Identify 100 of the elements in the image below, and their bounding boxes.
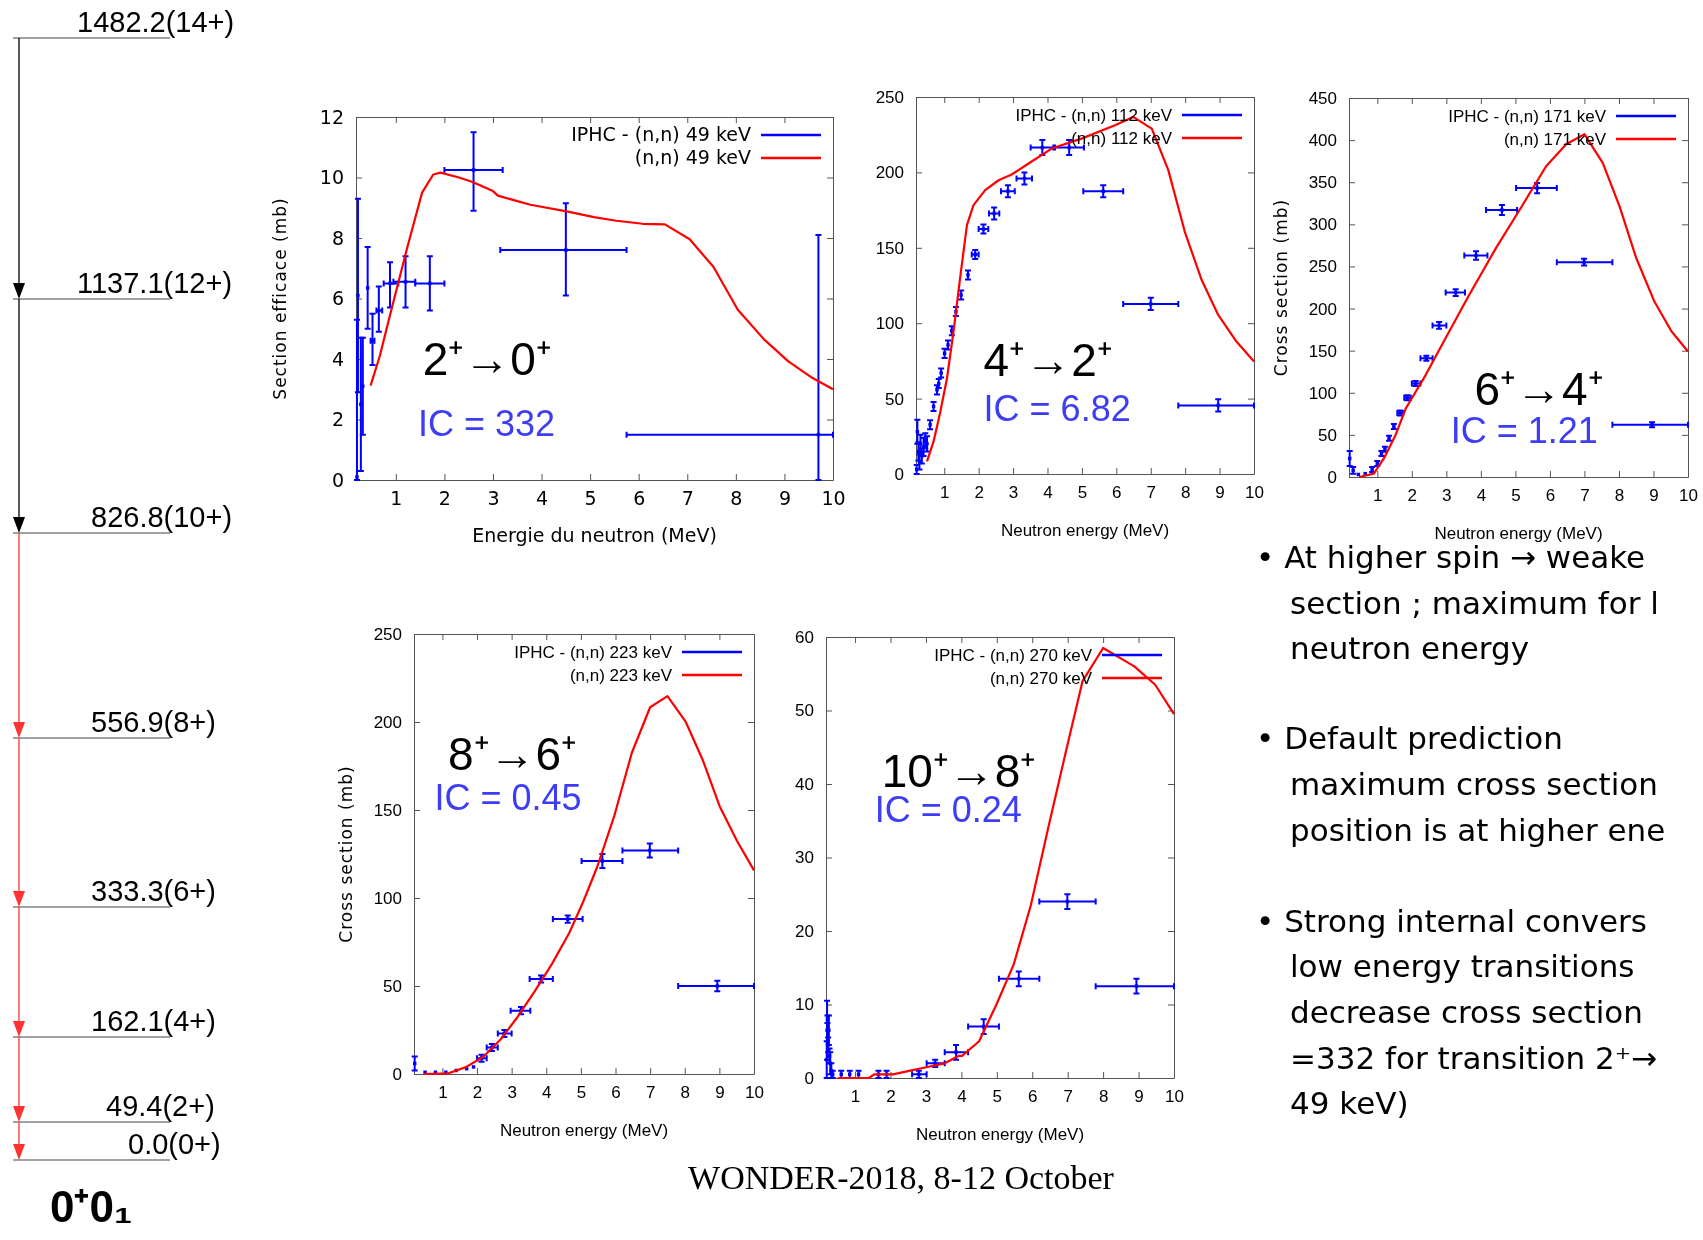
x-tick-label: 6 [1028, 1087, 1038, 1107]
x-tick-label: 2 [438, 487, 451, 510]
x-tick-label: 1 [438, 1083, 448, 1103]
x-tick-label: 5 [1077, 483, 1088, 503]
x-tick-label: 4 [1476, 486, 1487, 506]
y-axis-title: Cross section (mb) [1271, 198, 1291, 377]
y-tick-label: 0 [392, 1064, 402, 1084]
text: 49.4(2+) [106, 1090, 215, 1122]
y-tick-label: 12 [319, 105, 344, 128]
legend-label: IPHC - (n,n) 223 keV [514, 643, 673, 662]
x-axis-title: Neutron energy (MeV) [915, 1125, 1085, 1144]
x-tick-label: 3 [487, 487, 500, 510]
y-tick-label: 450 [1308, 88, 1337, 108]
x-tick-label: 6 [611, 1083, 621, 1103]
x-tick-label: 9 [715, 1083, 725, 1103]
x-tick-label: 10 [821, 487, 846, 510]
x-tick-label: 7 [1580, 486, 1590, 506]
y-tick-label: 40 [795, 774, 814, 794]
x-tick-label: 1 [390, 487, 403, 510]
y-tick-label: 200 [875, 163, 904, 183]
x-tick-label: 5 [576, 1083, 587, 1103]
x-tick-label: 10 [1679, 486, 1698, 506]
annotation: IC = 6.82 [983, 388, 1131, 430]
legend-label: (n,n) 49 keV [634, 146, 751, 168]
text: =332 for transition 2⁺→ [1290, 1040, 1658, 1076]
text: 1482.2(14+) [77, 6, 235, 38]
y-tick-label: 30 [795, 848, 814, 868]
text: 1137.1(12+) [77, 267, 233, 299]
x-tick-label: 6 [1545, 486, 1556, 506]
x-tick-label: 8 [730, 487, 743, 510]
annotation: 2⁺→0⁺ [422, 332, 552, 385]
y-tick-label: 6 [331, 287, 344, 310]
y-tick-label: 60 [795, 627, 814, 647]
y-tick-label: 100 [373, 888, 402, 908]
x-tick-label: 5 [992, 1087, 1003, 1107]
x-axis-title: Neutron energy (MeV) [499, 1121, 669, 1140]
y-tick-label: 50 [795, 701, 814, 721]
x-tick-label: 7 [1146, 483, 1156, 503]
y-tick-label: 250 [1308, 257, 1337, 277]
x-tick-label: 4 [957, 1087, 967, 1107]
x-tick-label: 6 [1112, 483, 1122, 503]
y-tick-label: 100 [1308, 383, 1337, 403]
annotation: 4⁺→2⁺ [983, 333, 1113, 386]
x-tick-label: 2 [472, 1083, 483, 1103]
x-tick-label: 3 [1008, 483, 1019, 503]
text: section ; maximum for l [1290, 585, 1659, 621]
y-tick-label: 100 [875, 314, 904, 334]
x-tick-label: 7 [645, 1083, 656, 1103]
y-axis-title: Cross section (mb) [336, 765, 356, 943]
legend-label: (n,n) 223 keV [569, 666, 673, 685]
x-tick-label: 2 [974, 483, 984, 503]
y-tick-label: 2 [331, 408, 344, 431]
text: 49 keV) [1290, 1085, 1409, 1121]
x-tick-label: 8 [1098, 1087, 1109, 1107]
y-tick-label: 0 [331, 468, 344, 491]
text: 556.9(8+) [91, 706, 216, 738]
y-tick-label: 10 [795, 995, 814, 1015]
y-tick-label: 0 [894, 464, 904, 484]
x-tick-label: 5 [584, 487, 597, 510]
y-tick-label: 50 [383, 976, 402, 996]
x-tick-label: 7 [1063, 1087, 1073, 1107]
text: 333.3(6+) [91, 875, 216, 907]
x-tick-label: 1 [939, 483, 950, 503]
y-tick-label: 300 [1308, 215, 1337, 235]
x-tick-label: 9 [1134, 1087, 1144, 1107]
x-tick-label: 6 [633, 487, 646, 510]
y-tick-label: 4 [331, 347, 344, 370]
text: decrease cross section [1290, 994, 1643, 1030]
text: 162.1(4+) [91, 1005, 216, 1037]
legend-label: IPHC - (n,n) 49 keV [571, 123, 751, 145]
y-tick-label: 250 [875, 87, 904, 107]
y-tick-label: 150 [875, 238, 904, 258]
x-tick-label: 10 [1245, 483, 1264, 503]
x-tick-label: 9 [778, 487, 791, 510]
y-tick-label: 400 [1308, 131, 1337, 151]
text: • Default prediction [1256, 720, 1563, 756]
x-tick-label: 8 [1614, 486, 1625, 506]
y-tick-label: 20 [795, 921, 814, 941]
x-axis-title: Neutron energy (MeV) [1434, 524, 1603, 543]
legend-label: IPHC - (n,n) 171 keV [1448, 107, 1607, 126]
x-tick-label: 3 [1442, 486, 1452, 506]
x-tick-label: 3 [921, 1087, 932, 1107]
y-tick-label: 200 [373, 712, 402, 732]
y-tick-label: 0 [804, 1068, 814, 1088]
text: maximum cross section [1290, 766, 1658, 802]
text: WONDER-2018, 8-12 October [688, 1159, 1115, 1196]
text: position is at higher ene [1290, 812, 1666, 848]
x-tick-label: 3 [507, 1083, 517, 1103]
x-axis-title: Energie du neutron (MeV) [472, 524, 717, 546]
x-tick-label: 9 [1649, 486, 1659, 506]
x-tick-label: 1 [1373, 486, 1383, 506]
x-tick-label: 10 [1165, 1087, 1184, 1107]
y-tick-label: 150 [1308, 341, 1337, 361]
x-tick-label: 9 [1215, 483, 1225, 503]
y-tick-label: 8 [331, 226, 344, 249]
text: low energy transitions [1290, 948, 1635, 984]
y-axis-title: Section efficace (mb) [270, 197, 290, 400]
y-tick-label: 350 [1308, 173, 1337, 193]
legend-label: IPHC - (n,n) 112 keV [1015, 106, 1173, 125]
y-tick-label: 10 [319, 166, 344, 189]
